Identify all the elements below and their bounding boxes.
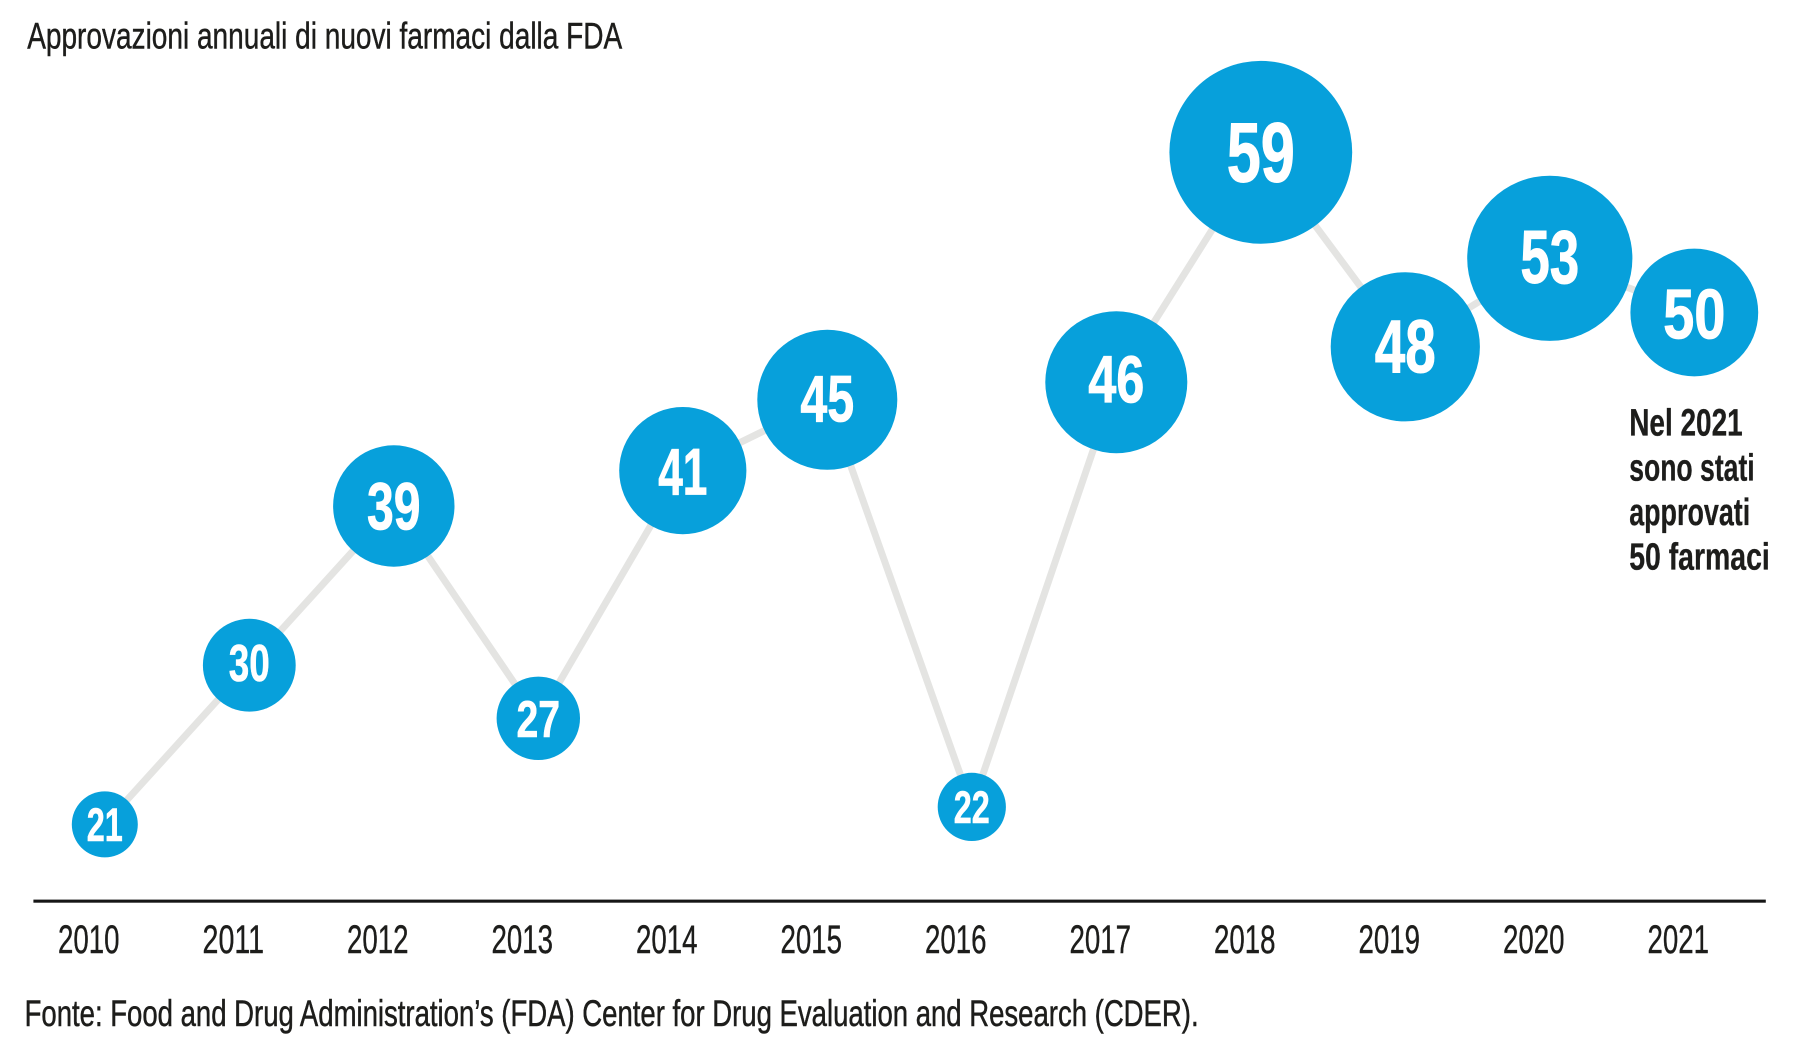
svg-text:sono stati: sono stati xyxy=(1629,447,1755,489)
svg-text:approvati: approvati xyxy=(1629,492,1750,534)
svg-text:2017: 2017 xyxy=(1070,918,1132,962)
svg-text:2011: 2011 xyxy=(203,918,265,962)
svg-text:41: 41 xyxy=(658,435,707,509)
svg-text:50: 50 xyxy=(1663,275,1725,354)
svg-text:59: 59 xyxy=(1227,105,1295,199)
svg-text:46: 46 xyxy=(1088,343,1144,418)
svg-text:Nel 2021: Nel 2021 xyxy=(1629,403,1743,445)
svg-text:2012: 2012 xyxy=(347,918,409,962)
svg-text:2016: 2016 xyxy=(925,918,987,962)
svg-text:2019: 2019 xyxy=(1359,918,1421,962)
svg-text:2013: 2013 xyxy=(492,918,554,962)
svg-text:22: 22 xyxy=(954,782,990,833)
svg-text:45: 45 xyxy=(800,362,854,435)
svg-text:Approvazioni annuali di nuovi: Approvazioni annuali di nuovi farmaci da… xyxy=(27,15,622,57)
svg-text:2015: 2015 xyxy=(781,918,843,962)
svg-text:53: 53 xyxy=(1520,215,1579,299)
svg-text:39: 39 xyxy=(367,471,421,545)
svg-text:27: 27 xyxy=(517,690,561,748)
svg-text:2018: 2018 xyxy=(1214,918,1276,962)
svg-text:Fonte: Food and Drug Administr: Fonte: Food and Drug Administration’s (F… xyxy=(25,993,1199,1034)
svg-text:2010: 2010 xyxy=(58,918,120,962)
svg-text:21: 21 xyxy=(87,799,123,851)
svg-text:50 farmaci: 50 farmaci xyxy=(1629,537,1770,579)
svg-text:30: 30 xyxy=(229,635,270,693)
svg-text:48: 48 xyxy=(1375,305,1436,389)
svg-text:2014: 2014 xyxy=(636,918,698,962)
svg-text:2020: 2020 xyxy=(1503,918,1565,962)
svg-text:2021: 2021 xyxy=(1648,918,1710,962)
